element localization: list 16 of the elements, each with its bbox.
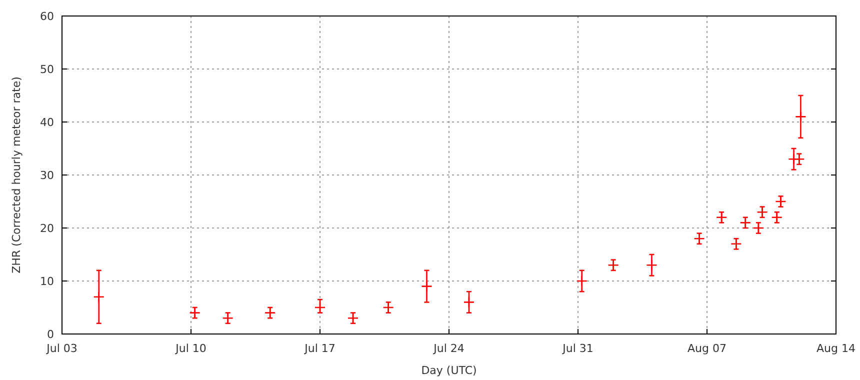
x-tick-label: Jul 24 (432, 342, 464, 355)
x-tick-label: Jul 31 (562, 342, 594, 355)
x-axis-title: Day (UTC) (421, 364, 477, 377)
y-tick-label: 60 (40, 10, 54, 23)
x-tick-label: Jul 17 (304, 342, 336, 355)
x-tick-label: Jul 10 (174, 342, 206, 355)
x-tick-label: Aug 07 (688, 342, 726, 355)
y-tick-label: 50 (40, 62, 54, 76)
y-axis-title: ZHR (Corrected hourly meteor rate) (10, 76, 23, 274)
x-tick-label: Aug 14 (816, 342, 856, 355)
y-tick-label: 20 (40, 222, 54, 235)
y-tick-label: 30 (40, 168, 54, 182)
y-tick-label: 40 (40, 116, 54, 129)
x-tick-label: Jul 03 (46, 342, 78, 355)
y-tick-label: 0 (47, 328, 54, 341)
y-tick-label: 10 (40, 274, 54, 288)
